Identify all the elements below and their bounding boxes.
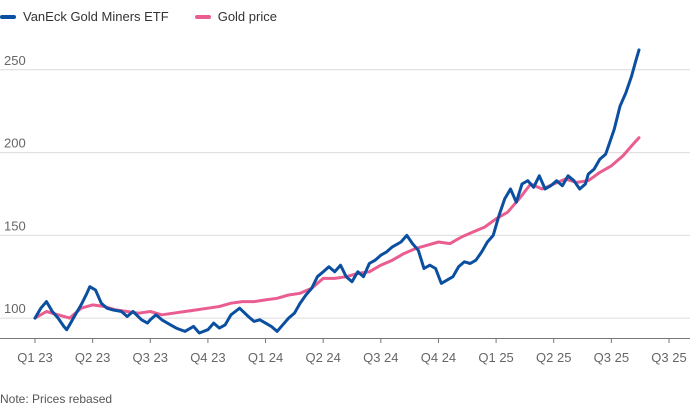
legend-item-miners-etf: VanEck Gold Miners ETF [0,9,169,24]
x-tick-label-4: Q1 24 [248,350,283,365]
x-tick-label-2: Q3 23 [133,350,168,365]
x-tick-label-3: Q4 23 [190,350,225,365]
legend-label-miners-etf: VanEck Gold Miners ETF [23,9,169,24]
x-tick-label-5: Q2 24 [305,350,340,365]
series-line-gold-price [33,136,641,320]
y-tick-label-150: 150 [4,218,26,233]
x-tick-label-6: Q3 24 [363,350,398,365]
y-tick-label-250: 250 [4,53,26,68]
y-tick-label-200: 200 [4,136,26,151]
y-tick-label-100: 100 [4,301,26,316]
x-tick-label-1: Q2 23 [75,350,110,365]
legend-item-gold-price: Gold price [194,9,277,24]
x-tick-label-11: Q3 25 [651,350,686,365]
x-tick-label-7: Q4 24 [421,350,456,365]
chart-note: Note: Prices rebased [0,392,113,406]
legend-label-gold-price: Gold price [217,9,277,24]
x-tick-label-10: Q3 25 [594,350,629,365]
x-tick-label-9: Q2 25 [536,350,571,365]
x-tick-label-0: Q1 23 [17,350,52,365]
x-tick-label-8: Q1 25 [478,350,513,365]
chart-legend: VanEck Gold Miners ETF Gold price [0,9,303,24]
legend-swatch-gold-price [194,14,211,19]
legend-swatch-miners-etf [0,14,16,19]
series-line-vaneck-gold-miners-etf [33,48,641,335]
